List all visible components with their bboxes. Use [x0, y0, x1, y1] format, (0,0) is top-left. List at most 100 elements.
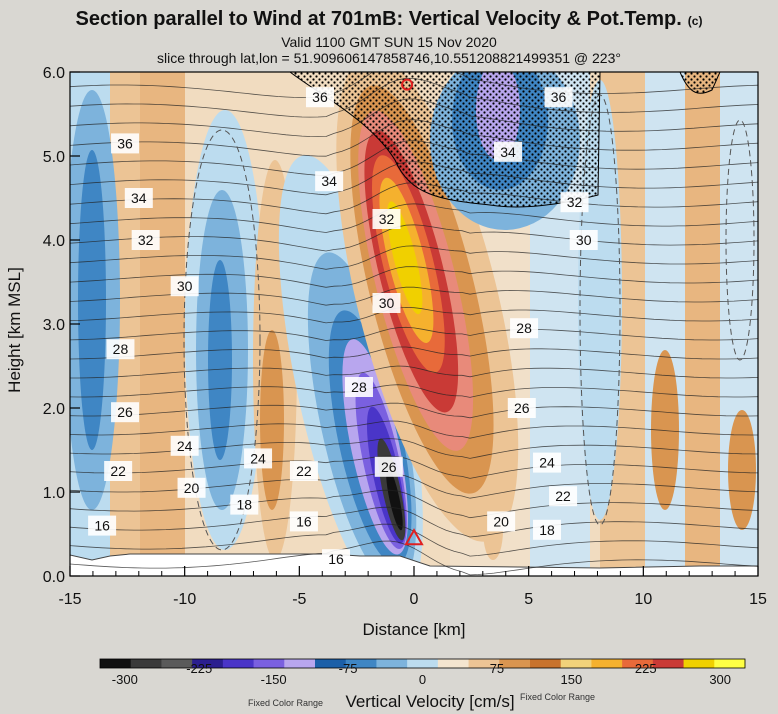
- w-dashed-contour: [183, 129, 261, 551]
- colorbar-swatch: [622, 659, 654, 668]
- chart-slice-info: slice through lat,lon = 51.9096061478587…: [157, 50, 621, 66]
- colorbar: Fixed Color Range Vertical Velocity [cm/…: [99, 658, 746, 711]
- colorbar-swatch: [222, 659, 255, 668]
- x-tick-label: 10: [634, 591, 652, 608]
- theta-contour-line: [70, 420, 758, 439]
- theta-label-box: [549, 486, 578, 507]
- theta-label-box: [289, 461, 318, 481]
- theta-label-box: [170, 435, 199, 456]
- y-tick-label: 2.0: [43, 401, 65, 418]
- theta-label: 30: [576, 232, 592, 248]
- y-tick-label: 5.0: [43, 149, 65, 166]
- theta-label: 18: [237, 497, 253, 513]
- theta-label: 24: [250, 450, 266, 466]
- colorbar-swatch: [130, 659, 162, 668]
- colorbar-tick-label: -75: [339, 661, 358, 676]
- theta-contour-line: [70, 161, 758, 196]
- theta-label: 22: [110, 463, 126, 479]
- theta-contour-line: [70, 245, 758, 270]
- colorbar-tick-label: 150: [560, 672, 582, 687]
- theta-label: 20: [493, 513, 509, 529]
- w-dashed-contours: [183, 94, 755, 551]
- theta-contour-line: [70, 266, 758, 288]
- theta-label: 18: [539, 522, 555, 538]
- theta-label: 26: [514, 400, 530, 416]
- theta-label-box: [244, 448, 273, 469]
- theta-label: 26: [381, 459, 397, 475]
- colorbar-swatch: [560, 659, 592, 668]
- colorbar-swatch: [161, 659, 193, 668]
- theta-label: 16: [296, 513, 312, 529]
- theta-label: 32: [138, 232, 154, 248]
- x-tick-label: -15: [58, 591, 81, 608]
- colorbar-swatch: [253, 659, 285, 668]
- theta-label-box: [131, 230, 160, 250]
- colorbar-swatch: [437, 659, 470, 668]
- theta-label-box: [560, 192, 589, 213]
- chart-title-text: Section parallel to Wind at 701mB: Verti…: [75, 8, 682, 30]
- w-band: [140, 72, 185, 576]
- theta-label: 30: [177, 278, 193, 294]
- colorbar-swatch: [591, 659, 623, 668]
- markers: [401, 78, 424, 546]
- colorbar-swatch: [468, 659, 500, 668]
- theta-contour-line: [70, 72, 758, 99]
- theta-label: 28: [351, 379, 367, 395]
- updraft-cell: [651, 350, 679, 510]
- theta-label-box: [372, 293, 401, 313]
- theta-contour-line: [70, 346, 758, 360]
- theta-contour-line: [70, 384, 758, 398]
- colorbar-swatch: [345, 659, 377, 668]
- theta-label-box: [124, 188, 153, 208]
- x-tick-label: -10: [173, 591, 196, 608]
- colorbar-tick-label: 75: [490, 661, 504, 676]
- y-tick-label: 1.0: [43, 485, 65, 502]
- colorbar-swatch: [100, 659, 132, 668]
- x-tick-label: 15: [749, 591, 767, 608]
- theta-label-box: [88, 515, 117, 536]
- theta-label: 22: [296, 463, 312, 479]
- theta-label: 30: [379, 295, 395, 311]
- theta-label: 32: [567, 194, 583, 210]
- theta-label-box: [111, 133, 140, 154]
- theta-contour-line: [70, 119, 758, 157]
- theta-label-box: [510, 318, 539, 339]
- theta-label-box: [533, 452, 562, 473]
- theta-label-box: [111, 402, 140, 423]
- theta-label-box: [494, 141, 523, 162]
- theta-label-box: [177, 477, 206, 498]
- colorbar-note-right: Fixed Color Range: [520, 692, 595, 702]
- y-tick-label: 4.0: [43, 233, 65, 250]
- x-tick-label: -5: [292, 591, 306, 608]
- theta-contour-line: [70, 455, 758, 479]
- theta-contour-line: [70, 203, 758, 233]
- theta-label: 36: [551, 89, 567, 105]
- colorbar-swatch: [499, 659, 531, 668]
- colorbar-title: Vertical Velocity [cm/s]: [345, 692, 514, 711]
- plot-area: 36 34 32 30 28 26 24 22 20 16 24 18 22 16 16 26 28 30 32 34…: [69, 71, 759, 577]
- triangle-marker: [404, 528, 424, 546]
- theta-contour-line: [70, 224, 758, 252]
- colorbar-swatch: [284, 659, 316, 668]
- copyright-mark: (c): [687, 14, 703, 28]
- colorbar-swatch: [315, 659, 347, 668]
- colorbar-frame: [99, 658, 746, 669]
- theta-label: 36: [117, 135, 133, 151]
- colorbar-tick-label: 300: [709, 672, 731, 687]
- theta-label: 16: [328, 551, 344, 567]
- colorbar-swatch: [530, 659, 562, 668]
- downdraft-cell: [208, 260, 232, 460]
- x-tick-label: 5: [524, 591, 533, 608]
- colorbar-swatch: [683, 659, 715, 668]
- updraft-cell: [728, 410, 756, 530]
- theta-contour-labels: 36 34 32 30 28 26 24 22 20 16 24 18 22 16 16 26 28 30 32 34…: [88, 87, 598, 570]
- theta-label: 28: [113, 341, 129, 357]
- theta-label-box: [507, 398, 536, 418]
- theta-label: 20: [184, 480, 200, 496]
- theta-contour-line: [70, 77, 758, 118]
- x-axis-title: Distance [km]: [363, 620, 466, 639]
- theta-label: 26: [117, 404, 133, 420]
- updraft-core: [387, 201, 423, 315]
- theta-label-box: [344, 377, 373, 397]
